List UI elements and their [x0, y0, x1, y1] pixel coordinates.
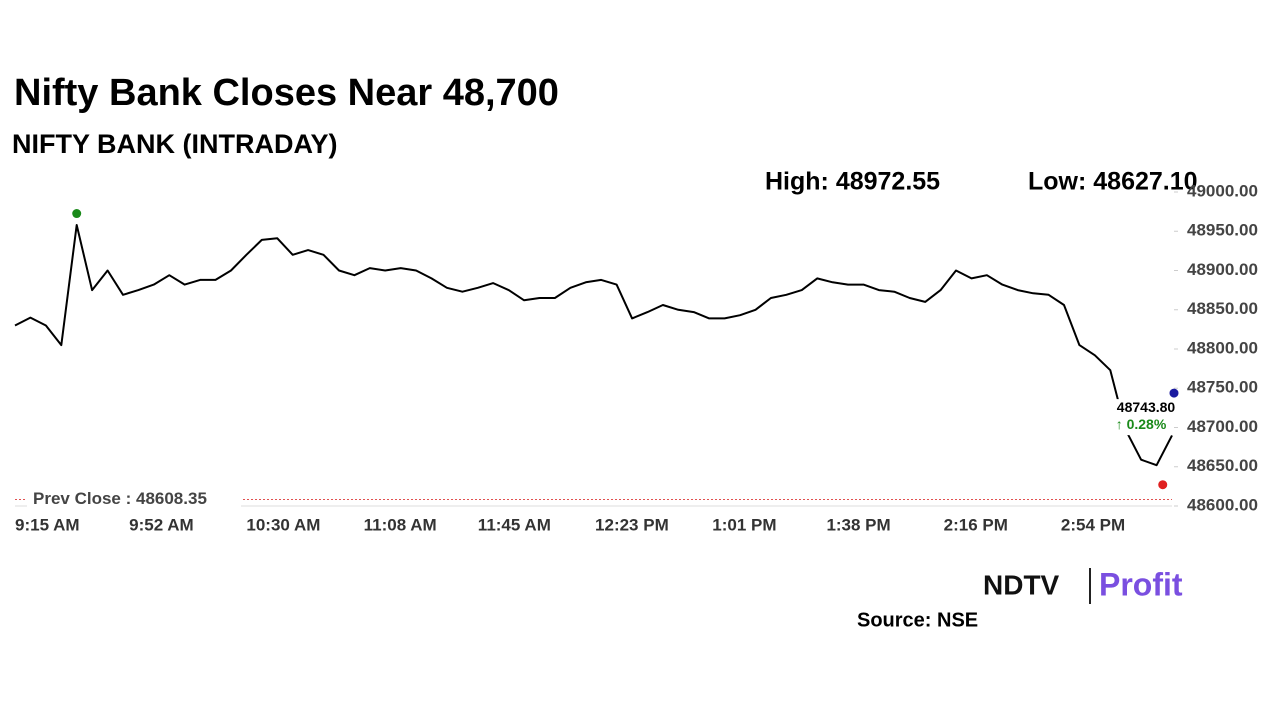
x-tick-label: 11:08 AM: [364, 515, 437, 534]
y-tick-label: 48700.00: [1187, 417, 1258, 436]
last-marker: [1169, 388, 1179, 398]
logo: NDTV Profit: [983, 566, 1183, 604]
chart-subtitle: NIFTY BANK (INTRADAY): [12, 129, 338, 159]
last-change-label: ↑ 0.28%: [1116, 416, 1167, 432]
last-value-label: 48743.80: [1117, 399, 1176, 415]
logo-brand: NDTV: [983, 569, 1060, 600]
x-tick-label: 1:38 PM: [826, 515, 890, 534]
chart-title: Nifty Bank Closes Near 48,700: [14, 72, 559, 114]
y-tick-label: 48650.00: [1187, 456, 1258, 475]
low-marker: [1158, 480, 1168, 490]
y-tick-label: 48900.00: [1187, 260, 1258, 279]
low-label: Low: 48627.10: [1028, 168, 1198, 196]
x-tick-label: 12:23 PM: [595, 515, 669, 534]
last-label-bg: [1110, 399, 1174, 436]
prev-close-label: Prev Close : 48608.35: [33, 489, 207, 508]
y-tick-label: 48750.00: [1187, 378, 1258, 397]
y-tick-label: 48600.00: [1187, 495, 1258, 514]
price-line: [14, 224, 1173, 467]
y-tick-label: 48850.00: [1187, 299, 1258, 318]
high-label: High: 48972.55: [765, 168, 940, 196]
x-tick-label: 2:16 PM: [944, 515, 1008, 534]
x-tick-label: 2:54 PM: [1061, 515, 1125, 534]
logo-product: Profit: [1099, 566, 1183, 602]
y-tick-label: 48800.00: [1187, 338, 1258, 357]
prev-close-label-bg: [27, 489, 241, 508]
x-tick-label: 11:45 AM: [478, 515, 551, 534]
x-tick-label: 1:01 PM: [712, 515, 776, 534]
high-marker: [72, 209, 82, 219]
x-tick-label: 10:30 AM: [246, 515, 320, 534]
x-tick-label: 9:52 AM: [129, 515, 194, 534]
y-tick-label: 48950.00: [1187, 221, 1258, 240]
x-tick-label: 9:15 AM: [15, 515, 80, 534]
source: Source: NSE: [857, 609, 978, 631]
y-tick-label: 49000.00: [1187, 181, 1258, 200]
